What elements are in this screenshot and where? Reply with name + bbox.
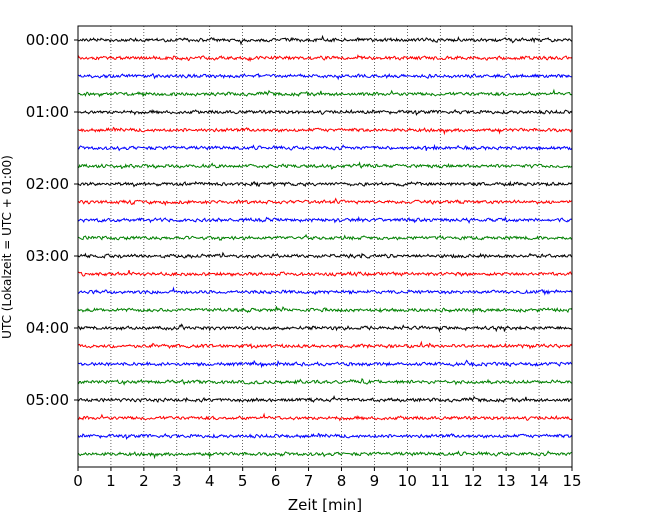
x-tick-label: 5 [238,472,248,490]
trace-line [77,233,573,241]
y-axis: 00:00 01:00 02:00 03:00 04:00 05:00 [26,31,78,409]
trace-line [77,143,573,152]
trace-line [77,395,573,404]
x-tick-label: 13 [497,472,516,490]
y-tick-label: 02:00 [26,175,69,193]
trace-group [77,34,573,460]
trace-line [77,306,573,315]
x-axis: 0 1 2 3 4 5 6 7 8 9 10 11 12 13 14 15 [73,467,582,490]
y-tick-label: 01:00 [26,103,69,121]
x-tick-label: 10 [398,472,417,490]
x-tick-label: 14 [530,472,549,490]
trace-line [77,108,573,117]
trace-line [77,340,573,350]
trace-line [77,197,573,207]
trace-line [77,269,573,277]
trace-line [77,88,573,98]
trace-line [77,323,573,333]
x-tick-label: 11 [431,472,450,490]
x-tick-label: 3 [172,472,182,490]
trace-line [77,161,573,170]
y-tick-label: 03:00 [26,247,69,265]
y-axis-label: UTC (Lokalzeit = UTC + 01:00) [0,155,14,339]
x-tick-label: 6 [271,472,281,490]
x-axis-label: Zeit [min] [288,496,362,514]
x-tick-label: 15 [562,472,581,490]
x-tick-label: 12 [464,472,483,490]
trace-line [77,126,573,136]
plot-frame [77,25,573,468]
y-tick-label: 05:00 [26,391,69,409]
y-tick-label: 04:00 [26,319,69,337]
x-tick-label: 8 [337,472,347,490]
trace-line [77,377,573,386]
trace-line [77,286,573,296]
y-tick-label: 00:00 [26,31,69,49]
trace-line [77,215,573,225]
plot-background [78,26,572,467]
x-tick-label: 9 [370,472,380,490]
x-tick-label: 4 [205,472,215,490]
trace-line [77,450,573,460]
trace-line [77,72,573,81]
trace-line [77,180,573,188]
x-tick-label: 7 [304,472,314,490]
trace-line [77,359,573,369]
trace-line [77,54,573,63]
trace-line [77,34,573,46]
x-tick-label: 2 [139,472,149,490]
trace-line [77,251,573,259]
x-tick-label: 0 [73,472,83,490]
x-tick-label: 1 [106,472,116,490]
trace-line [77,412,573,422]
trace-line [77,432,573,441]
